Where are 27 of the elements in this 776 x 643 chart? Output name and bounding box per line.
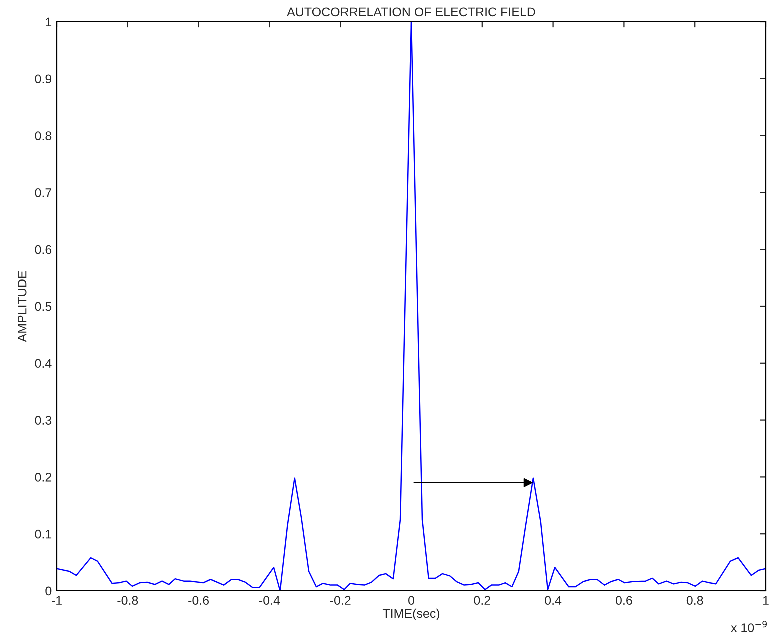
x-tick-label: -0.4 bbox=[259, 596, 280, 606]
x-tick-label: -0.2 bbox=[330, 596, 351, 606]
y-tick-label: 0.4 bbox=[35, 359, 52, 368]
x-tick-label: 0.4 bbox=[545, 596, 562, 606]
x-tick-label: 0.6 bbox=[616, 596, 632, 606]
y-tick-label: 0.5 bbox=[35, 302, 52, 312]
text: x 10$^{−9}$ bbox=[731, 621, 768, 632]
x-tick-label: 0 bbox=[408, 596, 414, 606]
x-axis-title: TIME(sec) bbox=[382, 608, 440, 621]
y-tick-label: 0.7 bbox=[35, 188, 52, 198]
x-tick-label: -1 bbox=[52, 596, 62, 605]
y-tick-label: 0.6 bbox=[35, 245, 52, 254]
y-tick-label: 0.2 bbox=[35, 473, 52, 482]
x-tick-label: 1 bbox=[763, 596, 769, 605]
y-tick-label: 0.8 bbox=[35, 132, 52, 140]
x-tick-label: 0.8 bbox=[686, 596, 704, 606]
y-tick-label: 0.9 bbox=[35, 74, 52, 84]
x-tick-label: 0.2 bbox=[474, 596, 490, 606]
y-tick-label: 1 bbox=[46, 18, 52, 27]
y-axis-title: AMPLITUDE bbox=[18, 271, 27, 342]
y-tick-label: 0 bbox=[46, 586, 52, 596]
y-tick-label: 0.3 bbox=[35, 416, 52, 425]
y-tick-label: 0.1 bbox=[35, 530, 52, 539]
line-series bbox=[57, 22, 766, 591]
x-tick-label: -0.6 bbox=[188, 596, 210, 606]
x-tick-label: -0.8 bbox=[118, 596, 138, 606]
chart-title: AUTOCORRELATION OF ELECTRIC FIELD bbox=[287, 8, 536, 17]
